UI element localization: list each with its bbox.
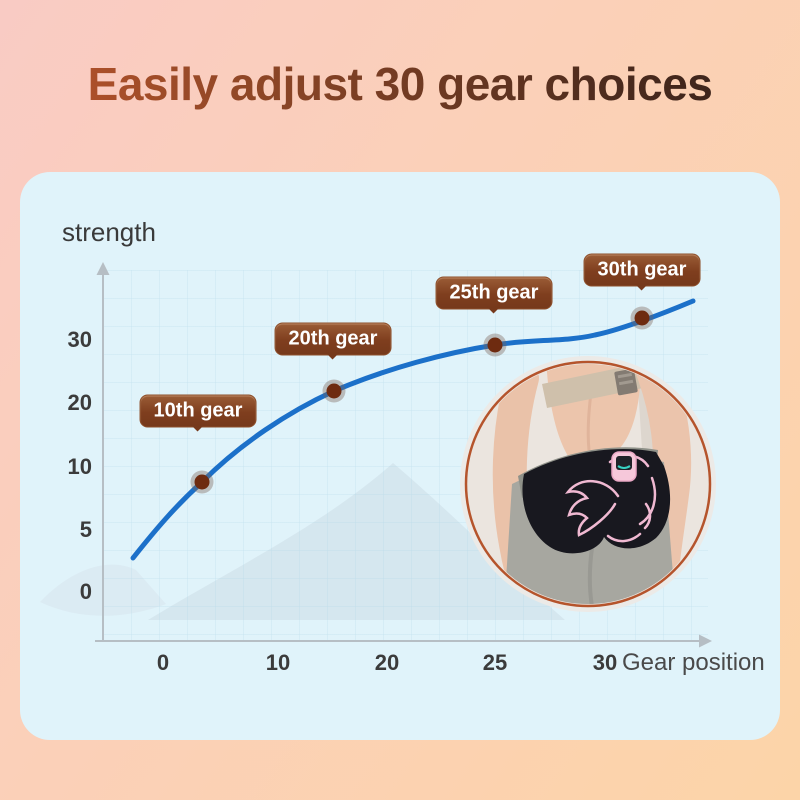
y-tick-5: 5 — [79, 517, 92, 542]
data-point-30th-gear — [630, 306, 654, 330]
chart-canvas — [95, 262, 712, 648]
x-tick-20: 20 — [374, 650, 400, 675]
y-axis-title: strength — [62, 217, 156, 247]
data-point-20th-gear — [322, 379, 346, 403]
callout-badge-10th-gear: 10th gear — [139, 394, 257, 428]
y-tick-20: 20 — [67, 390, 92, 415]
y-tick-30: 30 — [67, 327, 92, 352]
callout-badge-25th-gear: 25th gear — [435, 276, 553, 310]
x-tick-25: 25 — [482, 650, 508, 675]
mountain-shape — [148, 463, 565, 620]
x-axis-arrow — [699, 634, 712, 648]
y-axis-arrow — [96, 262, 110, 275]
chart-panel: strength 30 20 10 5 0 0 10 20 25 30 Gear… — [20, 172, 780, 740]
callout-badge-30th-gear: 30th gear — [583, 253, 701, 287]
controller-device — [611, 451, 637, 482]
callout-badge-20th-gear: 20th gear — [274, 322, 392, 356]
x-axis-title: Gear position — [622, 649, 765, 676]
strength-curve — [130, 298, 696, 561]
y-tick-10: 10 — [67, 454, 92, 479]
product-photo-circle — [460, 356, 716, 612]
photo-content — [468, 364, 708, 604]
y-tick-0: 0 — [79, 579, 92, 604]
x-tick-30: 30 — [592, 650, 618, 675]
data-point-10th-gear — [190, 470, 214, 494]
data-points — [190, 306, 654, 494]
axes — [95, 274, 700, 642]
x-tick-0: 0 — [156, 650, 170, 675]
data-point-25th-gear — [483, 333, 507, 357]
x-tick-10: 10 — [265, 650, 291, 675]
page-title: Easily adjust 30 gear choices — [0, 57, 800, 111]
